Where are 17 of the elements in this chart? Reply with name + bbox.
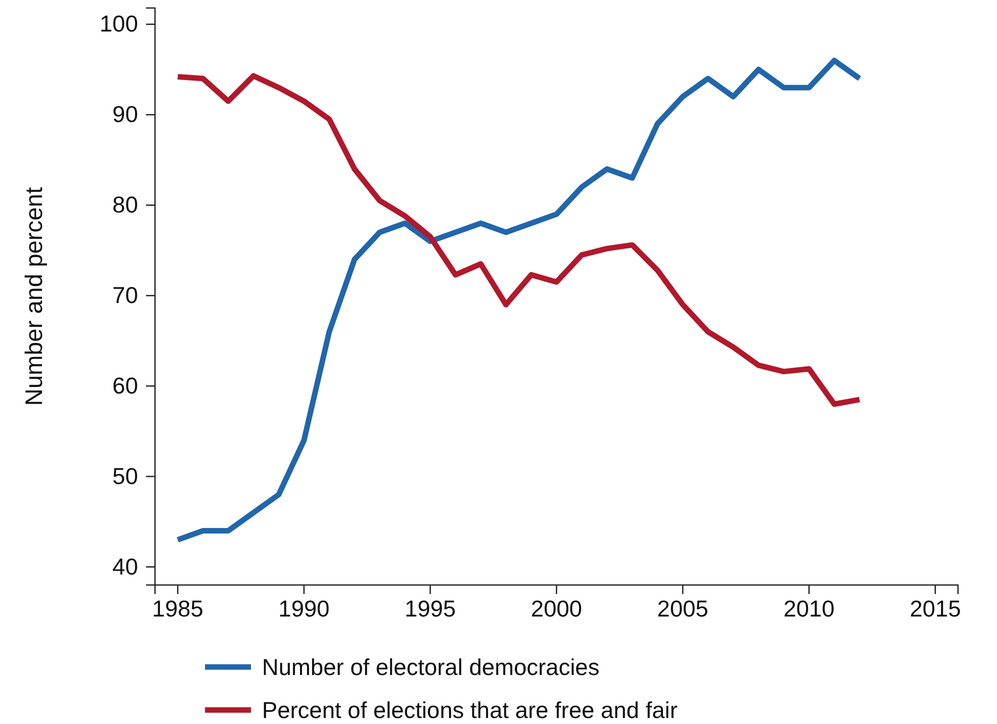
x-tick-label: 1985 xyxy=(152,595,204,622)
x-tick-label: 2000 xyxy=(530,595,582,622)
x-tick-label: 1995 xyxy=(404,595,456,622)
y-tick-label: 80 xyxy=(112,192,138,218)
x-tick-label: 2010 xyxy=(783,595,835,622)
legend-label: Number of electoral democracies xyxy=(262,654,600,680)
y-tick-label: 70 xyxy=(112,282,138,308)
x-tick-label: 1990 xyxy=(278,595,330,622)
x-tick-label: 2005 xyxy=(657,595,708,622)
legend-label: Percent of elections that are free and fair xyxy=(262,697,678,723)
y-tick-label: 100 xyxy=(100,10,138,37)
y-tick-label: 60 xyxy=(112,372,138,398)
y-axis-title: Number and percent xyxy=(21,186,48,406)
y-tick-label: 50 xyxy=(112,462,138,489)
x-tick-label: 2015 xyxy=(910,595,961,622)
y-tick-label: 90 xyxy=(112,101,138,128)
y-tick-label: 40 xyxy=(112,553,138,580)
